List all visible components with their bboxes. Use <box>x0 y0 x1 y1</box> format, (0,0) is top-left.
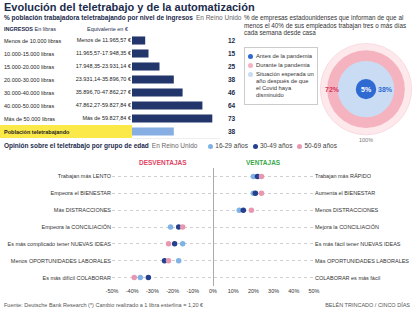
svg-text:Menos OPORTUNIDADES LABORALES: Menos OPORTUNIDADES LABORALES <box>11 258 111 264</box>
svg-text:50%: 50% <box>308 288 319 294</box>
svg-text:Menos de 11.965,57 €: Menos de 11.965,57 € <box>77 37 131 43</box>
svg-text:Es más fácil tener NUEVAS IDEA: Es más fácil tener NUEVAS IDEAS <box>315 241 401 247</box>
svg-text:20%: 20% <box>248 288 259 294</box>
svg-text:17.948,35-23.931,14 €: 17.948,35-23.931,14 € <box>76 63 131 69</box>
svg-text:Es más difícil COLABORAR: Es más difícil COLABORAR <box>43 274 111 280</box>
svg-text:-40%: -40% <box>126 288 139 294</box>
svg-text:Más DISTRACCIONES: Más DISTRACCIONES <box>54 207 111 213</box>
svg-text:38%: 38% <box>378 86 393 93</box>
html-text:Durante la pandemia: Durante la pandemia <box>256 62 310 68</box>
svg-text:VENTAJAS: VENTAJAS <box>246 159 281 166</box>
svg-text:10%: 10% <box>228 288 239 294</box>
svg-text:Menos de 10.000 libras: Menos de 10.000 libras <box>4 38 61 44</box>
svg-text:INGRESOS En libras: INGRESOS En libras <box>4 26 56 32</box>
html-text:16-29 años: 16-29 años <box>215 142 248 149</box>
svg-text:-50%: -50% <box>106 288 119 294</box>
svg-text:Empeora la CONCILIACIÓN: Empeora la CONCILIACIÓN <box>42 224 111 230</box>
svg-text:35.896,70-47.862,27 €: 35.896,70-47.862,27 € <box>76 89 131 95</box>
svg-text:Trabajan más LENTO: Trabajan más LENTO <box>58 173 112 179</box>
svg-text:Más de 59.827,84 €: Más de 59.827,84 € <box>82 115 131 121</box>
html-text:BELÉN TRINCADO / CINCO DÍAS: BELÉN TRINCADO / CINCO DÍAS <box>325 302 410 308</box>
svg-text:38: 38 <box>228 76 236 83</box>
svg-text:40.000-50.000 libras: 40.000-50.000 libras <box>4 103 54 109</box>
svg-text:-30%: -30% <box>146 288 159 294</box>
svg-text:Más OPORTUNIDADES LABORALES: Más OPORTUNIDADES LABORALES <box>315 258 409 264</box>
html-text:Evolución del teletrabajo y de: Evolución del teletrabajo y de la automa… <box>4 1 255 13</box>
svg-text:30%: 30% <box>268 288 279 294</box>
svg-text:72%: 72% <box>325 86 340 93</box>
html-text:Antes de la pandemia: Antes de la pandemia <box>256 53 313 59</box>
svg-text:Más de 50.000 libras: Más de 50.000 libras <box>4 116 55 122</box>
svg-text:Equivalente en €: Equivalente en € <box>87 26 128 32</box>
html-text:Opinión sobre el teletrabajo p: Opinión sobre el teletrabajo por grupo d… <box>4 142 198 149</box>
svg-text:40%: 40% <box>288 288 299 294</box>
svg-text:0%: 0% <box>209 288 217 294</box>
svg-text:Empeora el BIENESTAR: Empeora el BIENESTAR <box>51 190 111 196</box>
svg-text:Menos DISTRACCIONES: Menos DISTRACCIONES <box>315 207 379 213</box>
svg-text:COLABORAR es más fácil: COLABORAR es más fácil <box>315 274 380 280</box>
svg-text:Aumenta el BIENESTAR: Aumenta el BIENESTAR <box>315 190 375 196</box>
svg-text:47.862,27-59.827,84 €: 47.862,27-59.827,84 € <box>76 102 131 108</box>
html-text:Situación esperada un año desp: Situación esperada un año después de que… <box>256 71 314 98</box>
svg-text:12: 12 <box>228 37 236 44</box>
svg-text:10.000-15.000 libras: 10.000-15.000 libras <box>4 51 54 57</box>
svg-text:23.931,14-35.896,70 €: 23.931,14-35.896,70 € <box>76 76 131 82</box>
svg-text:64: 64 <box>228 102 236 109</box>
svg-text:30.000-40.000 libras: 30.000-40.000 libras <box>4 90 54 96</box>
svg-text:DESVENTAJAS: DESVENTAJAS <box>139 159 187 166</box>
html-text:50-69 años: 50-69 años <box>304 142 337 149</box>
svg-text:20.000-30.000 libras: 20.000-30.000 libras <box>4 77 54 83</box>
svg-text:11.965,57-17.948,35 €: 11.965,57-17.948,35 € <box>76 50 131 56</box>
svg-text:15: 15 <box>228 50 236 57</box>
html-text:Fuente: Deutsche Bank Research: Fuente: Deutsche Bank Research (*) Cambi… <box>4 302 204 308</box>
svg-text:100%: 100% <box>359 137 373 143</box>
svg-text:15.000-20.000 libras: 15.000-20.000 libras <box>4 64 54 70</box>
html-text:30-49 años: 30-49 años <box>259 142 293 149</box>
svg-text:-20%: -20% <box>166 288 179 294</box>
svg-text:-10%: -10% <box>186 288 199 294</box>
svg-text:25: 25 <box>228 63 236 70</box>
svg-text:Mejora la CONCILIACIÓN: Mejora la CONCILIACIÓN <box>315 224 379 230</box>
svg-text:38: 38 <box>228 128 236 135</box>
svg-text:Trabajan más RÁPIDO: Trabajan más RÁPIDO <box>315 173 372 179</box>
html-text:% de empresas estadounidenses: % de empresas estadounidenses que inform… <box>244 14 407 36</box>
html-text:% población trabajadora teletr: % población trabajadora teletrabajando p… <box>4 14 242 21</box>
svg-text:5%: 5% <box>361 86 372 93</box>
svg-text:46: 46 <box>228 89 236 96</box>
svg-text:Es más complicado tener NUEVAS: Es más complicado tener NUEVAS IDEAS <box>7 241 111 247</box>
svg-text:Población teletrabajando: Población teletrabajando <box>4 129 70 135</box>
svg-text:73: 73 <box>228 115 236 122</box>
